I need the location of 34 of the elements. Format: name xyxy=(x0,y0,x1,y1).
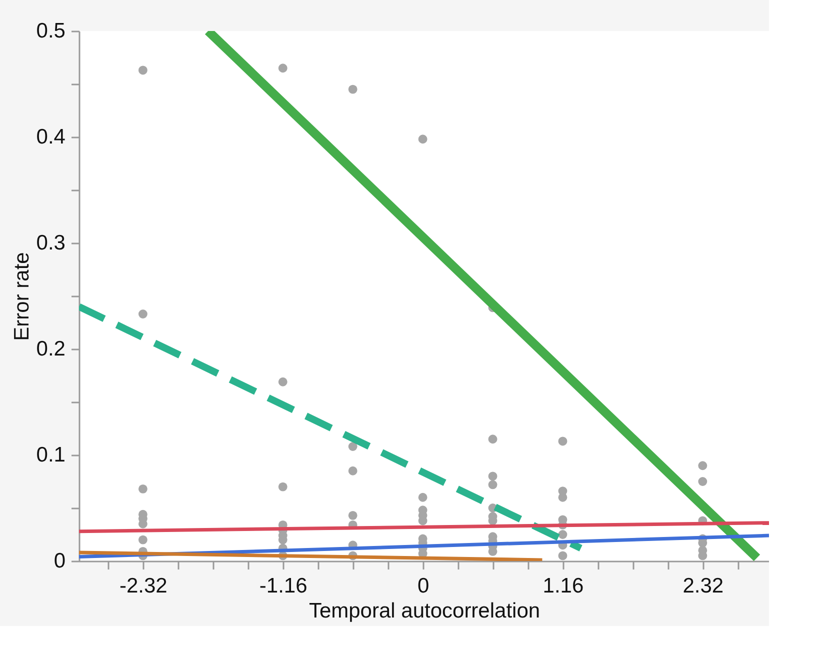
point xyxy=(698,461,708,470)
point xyxy=(558,436,568,446)
y-tick-label: 0.2 xyxy=(36,338,66,360)
y-tick-label: 0.5 xyxy=(36,20,66,42)
point xyxy=(348,510,358,520)
y-tick-label: 0.3 xyxy=(36,232,66,254)
point xyxy=(558,530,568,539)
point xyxy=(348,466,358,476)
x-tick-label: 1.16 xyxy=(542,574,584,598)
point xyxy=(348,442,358,451)
y-tick-label: 0.4 xyxy=(36,126,66,148)
x-tick-label: -2.32 xyxy=(119,574,168,598)
point xyxy=(138,66,148,75)
point xyxy=(488,480,498,490)
y-tick-label: 0 xyxy=(54,550,66,572)
point xyxy=(278,482,288,492)
point xyxy=(278,377,288,386)
point xyxy=(698,477,708,486)
x-tick-label: 0 xyxy=(417,574,430,598)
point xyxy=(138,310,148,318)
point xyxy=(138,535,148,544)
x-axis-title: Temporal autocorrelation xyxy=(308,600,540,622)
point xyxy=(558,551,568,560)
point xyxy=(278,64,288,73)
point xyxy=(488,472,498,481)
y-axis-title: Error rate xyxy=(10,252,34,341)
point xyxy=(138,484,148,494)
x-tick-label: -1.16 xyxy=(259,574,308,598)
point xyxy=(418,492,428,502)
point xyxy=(348,84,358,94)
y-tick-label: 0.1 xyxy=(36,444,66,466)
point xyxy=(488,434,498,444)
x-tick-label: 2.32 xyxy=(682,574,724,598)
point xyxy=(418,134,428,144)
